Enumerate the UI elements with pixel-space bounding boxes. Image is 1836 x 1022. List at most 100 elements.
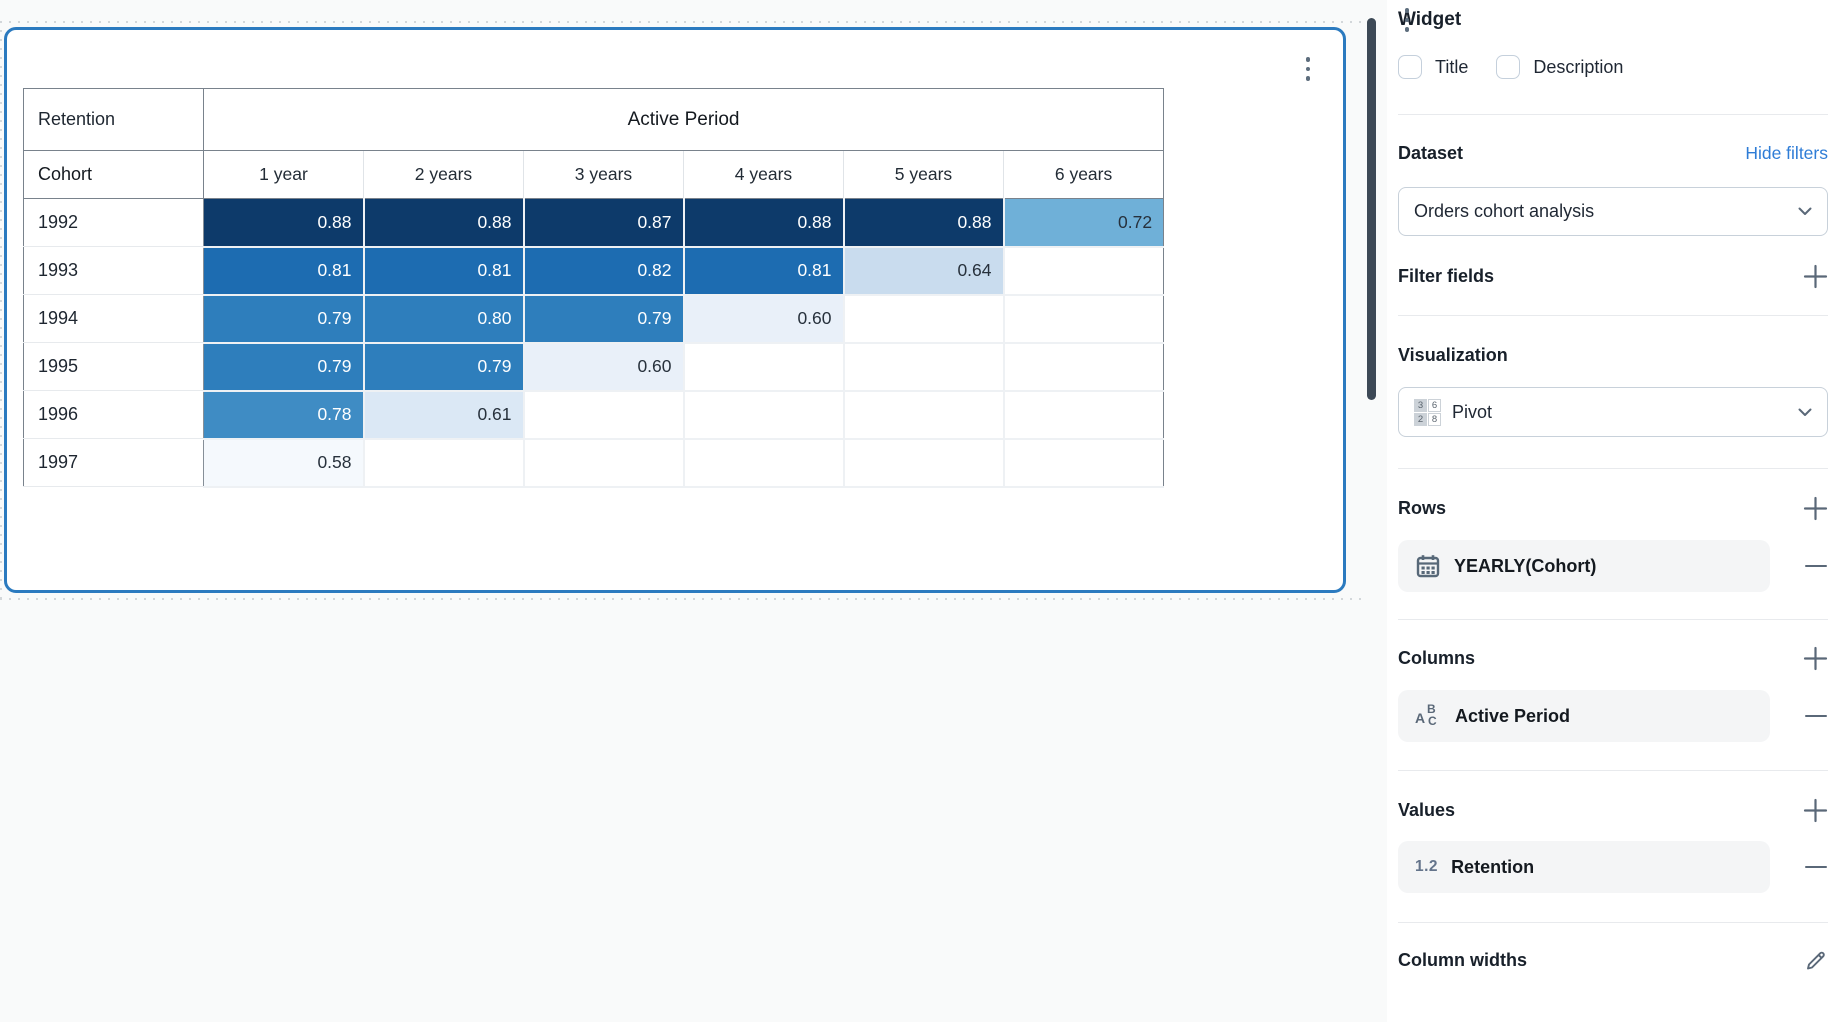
- description-checkbox-label: Description: [1533, 56, 1624, 77]
- pivot-cell: [683, 342, 845, 392]
- pivot-row-label: 1997: [23, 438, 204, 487]
- pivot-cell: [1003, 246, 1164, 296]
- panel-title: Widget: [1398, 9, 1462, 30]
- dataset-heading: Dataset: [1398, 142, 1464, 163]
- pivot-data-row: 1994 0.79 0.80 0.79 0.60: [23, 294, 1164, 344]
- rows-heading: Rows: [1398, 497, 1447, 518]
- pencil-icon: [1807, 951, 1825, 970]
- pivot-cell: 0.81: [363, 246, 525, 296]
- description-checkbox[interactable]: [1496, 55, 1521, 79]
- edit-column-widths-button[interactable]: [1804, 948, 1828, 972]
- pivot-cell: 0.61: [363, 390, 525, 440]
- pivot-cell: 0.80: [363, 294, 525, 344]
- pivot-cell: [843, 438, 1005, 488]
- pivot-cell: 0.88: [363, 198, 525, 248]
- column-widths-heading: Column widths: [1398, 949, 1527, 970]
- pivot-cell: 0.81: [203, 246, 365, 296]
- kebab-icon: [1404, 8, 1410, 13]
- remove-column-field-button[interactable]: [1804, 704, 1828, 728]
- pivot-cell: 0.79: [363, 342, 525, 392]
- pivot-cell: [683, 390, 845, 440]
- pivot-cell: 0.64: [843, 246, 1005, 296]
- widget-menu-button[interactable]: [1299, 53, 1317, 85]
- dataset-selected-value: Orders cohort analysis: [1414, 201, 1595, 221]
- pivot-cell: 0.79: [203, 342, 365, 392]
- divider: [1398, 770, 1828, 771]
- kebab-icon: [1305, 57, 1311, 62]
- grid-dotted-line-left: [0, 21, 2, 600]
- pivot-measure-label: Retention: [23, 88, 204, 151]
- calendar-icon: [1416, 555, 1440, 578]
- visualization-heading: Visualization: [1398, 344, 1508, 365]
- canvas-scrollbar[interactable]: [1367, 18, 1376, 400]
- plus-icon: [1803, 646, 1828, 670]
- pivot-cell: [1003, 342, 1164, 392]
- visualization-select[interactable]: 3 6 2 8 Pivot: [1398, 387, 1828, 437]
- pivot-row-label: 1994: [23, 294, 204, 343]
- pivot-column-header: 2 years: [363, 150, 524, 199]
- rows-field-label: YEARLY(Cohort): [1454, 555, 1597, 576]
- divider: [1398, 468, 1828, 469]
- pivot-cell: 0.78: [203, 390, 365, 440]
- pivot-cell: 0.88: [683, 198, 845, 248]
- columns-field-label: Active Period: [1455, 705, 1571, 726]
- remove-row-field-button[interactable]: [1804, 554, 1828, 578]
- divider: [1398, 315, 1828, 316]
- values-field-pill[interactable]: 1.2 Retention: [1398, 841, 1770, 893]
- plus-icon: [1803, 496, 1828, 520]
- filter-fields-heading: Filter fields: [1398, 265, 1495, 286]
- pivot-data-row: 1996 0.78 0.61: [23, 390, 1164, 440]
- pivot-data-row: 1993 0.81 0.81 0.82 0.81 0.64: [23, 246, 1164, 296]
- pivot-data-row: 1992 0.88 0.88 0.87 0.88 0.88 0.72: [23, 198, 1164, 248]
- dataset-select[interactable]: Orders cohort analysis: [1398, 187, 1828, 236]
- values-field-label: Retention: [1451, 856, 1535, 877]
- pivot-viz-icon: 3 6 2 8: [1414, 398, 1441, 426]
- pivot-row-dimension-label: Cohort: [23, 150, 204, 199]
- pivot-column-header: 4 years: [683, 150, 844, 199]
- pivot-column-group-label: Active Period: [203, 88, 1164, 151]
- pivot-data-row: 1995 0.79 0.79 0.60: [23, 342, 1164, 392]
- pivot-widget-card[interactable]: Retention Active Period Cohort 1 year 2 y…: [4, 27, 1346, 593]
- add-value-button[interactable]: [1803, 798, 1828, 823]
- minus-icon: [1805, 564, 1827, 568]
- pivot-cell: 0.79: [523, 294, 685, 344]
- title-checkbox-label: Title: [1435, 56, 1469, 77]
- pivot-body: 1992 0.88 0.88 0.87 0.88 0.88 0.72 1993 0.81 0.81…: [23, 198, 1164, 488]
- pivot-cell: 0.88: [843, 198, 1005, 248]
- plus-icon: [1803, 264, 1828, 288]
- pivot-cell: [683, 438, 845, 488]
- pivot-cell: [363, 438, 525, 488]
- pivot-column-header-row: Cohort 1 year 2 years 3 years 4 years 5 year…: [23, 150, 1164, 199]
- pivot-cell: 0.60: [523, 342, 685, 392]
- pivot-cell: 0.60: [683, 294, 845, 344]
- pivot-row-label: 1992: [23, 198, 204, 247]
- title-checkbox[interactable]: [1398, 55, 1422, 79]
- minus-icon: [1805, 714, 1827, 718]
- pivot-row-label: 1996: [23, 390, 204, 439]
- number-field-icon: 1.2: [1415, 858, 1439, 875]
- pivot-cell: [523, 390, 685, 440]
- chevron-down-icon: [1798, 207, 1812, 215]
- pivot-cell: 0.72: [1003, 198, 1164, 248]
- pivot-column-header: 1 year: [203, 150, 364, 199]
- pivot-cell: 0.88: [203, 198, 365, 248]
- add-column-button[interactable]: [1803, 646, 1828, 671]
- add-row-button[interactable]: [1803, 496, 1828, 521]
- pivot-cell: 0.79: [203, 294, 365, 344]
- panel-menu-button[interactable]: [1398, 4, 1416, 36]
- pivot-cell: [523, 438, 685, 488]
- pivot-row-label: 1995: [23, 342, 204, 391]
- divider: [1398, 922, 1828, 923]
- rows-field-pill[interactable]: YEARLY(Cohort): [1398, 540, 1770, 592]
- pivot-data-row: 1997 0.58: [23, 438, 1164, 488]
- columns-heading: Columns: [1398, 647, 1476, 668]
- pivot-cell: [843, 342, 1005, 392]
- pivot-cell: 0.58: [203, 438, 365, 488]
- pivot-column-header: 3 years: [523, 150, 684, 199]
- add-filter-field-button[interactable]: [1803, 264, 1828, 289]
- settings-panel: Widget Title Description Dataset Hide fi…: [1387, 0, 1836, 1022]
- pivot-column-header: 6 years: [1003, 150, 1164, 199]
- remove-value-field-button[interactable]: [1804, 855, 1828, 879]
- hide-filters-link[interactable]: Hide filters: [1745, 142, 1828, 163]
